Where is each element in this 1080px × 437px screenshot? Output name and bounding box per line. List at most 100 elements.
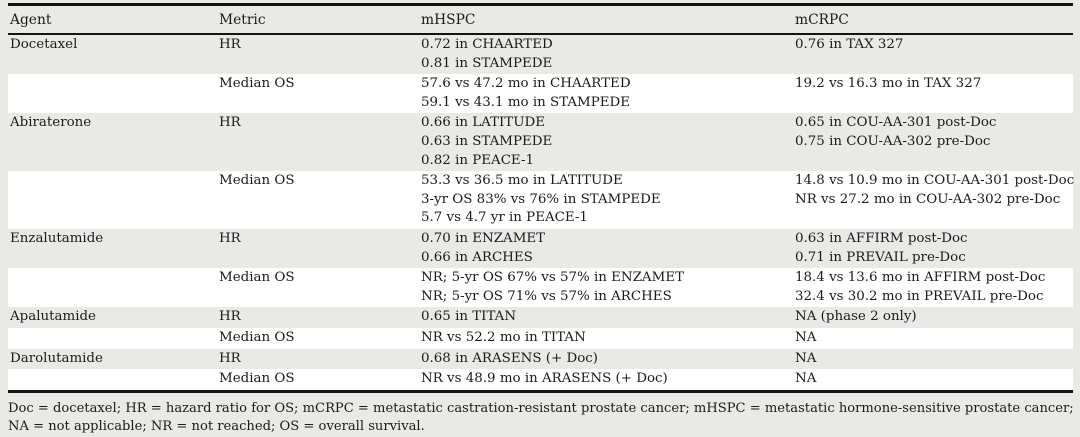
metric-cell: HR	[217, 229, 419, 268]
agent-comparison-table: Agent Metric mHSPC mCRPC Docetaxel HR 0.72…	[8, 3, 1075, 393]
cell-line: HR	[219, 309, 241, 325]
mcrpc-cell: 0.76 in TAX 327	[793, 34, 1073, 74]
cell-line: Median OS	[219, 270, 295, 286]
cell-line: Apalutamide	[10, 309, 96, 325]
agent-cell: Enzalutamide	[8, 229, 217, 268]
agent-cell	[8, 328, 217, 349]
cell-line: 18.4 vs 13.6 mo in AFFIRM post-Doc	[795, 270, 1046, 286]
cell-line: 0.76 in TAX 327	[795, 37, 904, 52]
mhspc-cell: 0.66 in LATITUDE 0.63 in STAMPEDE 0.82 in …	[419, 113, 793, 171]
cell-line: 14.8 vs 10.9 mo in COU-AA-301 post-Doc	[795, 173, 1075, 189]
cell-line: 0.75 in COU-AA-302 pre-Doc	[795, 133, 991, 149]
table-body: Docetaxel HR 0.72 in CHAARTED 0.81 in STAMP…	[8, 34, 1075, 392]
cell-line: 0.66 in LATITUDE	[421, 115, 546, 131]
cell-line: 0.66 in ARCHES	[421, 249, 533, 265]
mcrpc-cell: NA	[793, 349, 1073, 370]
mcrpc-cell: NA	[793, 328, 1073, 349]
cell-line: Abiraterone	[10, 115, 92, 131]
agent-cell: Apalutamide	[8, 307, 217, 328]
mhspc-cell: 0.65 in TITAN	[419, 307, 793, 328]
mhspc-cell: 0.68 in ARASENS (+ Doc)	[419, 349, 793, 370]
mcrpc-cell: 14.8 vs 10.9 mo in COU-AA-301 post-Doc NR…	[793, 171, 1075, 229]
cell-line: 0.65 in COU-AA-301 post-Doc	[795, 115, 997, 131]
table-row: Median OS NR; 5-yr OS 67% vs 57% in ENZAM…	[8, 268, 1073, 308]
cell-line: HR	[219, 350, 241, 366]
cell-line: Median OS	[219, 329, 295, 345]
cell-line: 19.2 vs 16.3 mo in TAX 327	[795, 76, 982, 92]
table-row: Median OS NR vs 52.2 mo in TITAN NA	[8, 327, 1073, 349]
cell-line: Enzalutamide	[10, 230, 104, 246]
cell-line: NA	[795, 371, 817, 387]
cell-line: 0.63 in STAMPEDE	[421, 133, 553, 149]
cell-line: 0.65 in TITAN	[421, 309, 517, 325]
cell-line: 0.82 in PEACE-1	[421, 152, 535, 168]
cell-line: NR vs 48.9 mo in ARASENS (+ Doc)	[421, 371, 668, 387]
mcrpc-cell: NA	[793, 369, 1073, 391]
mcrpc-cell: 18.4 vs 13.6 mo in AFFIRM post-Doc 32.4 v…	[793, 268, 1073, 307]
table-row: Median OS NR vs 48.9 mo in ARASENS (+ Doc…	[8, 369, 1073, 392]
cell-line: Docetaxel	[10, 37, 78, 52]
cell-line: NR vs 52.2 mo in TITAN	[421, 329, 586, 345]
agent-cell	[8, 171, 217, 229]
metric-cell: HR	[217, 349, 419, 370]
mhspc-cell: NR vs 52.2 mo in TITAN	[419, 328, 793, 349]
cell-line: HR	[219, 115, 241, 131]
column-header-mcrpc: mCRPC	[793, 4, 1073, 35]
column-header-agent: Agent	[8, 4, 217, 35]
mhspc-cell: NR; 5-yr OS 67% vs 57% in ENZAMET NR; 5-y…	[419, 268, 793, 307]
mhspc-cell: 57.6 vs 47.2 mo in CHAARTED 59.1 vs 43.1 …	[419, 74, 793, 113]
table-footnote: Doc = docetaxel; HR = hazard ratio for O…	[0, 393, 1080, 437]
cell-line: NR; 5-yr OS 67% vs 57% in ENZAMET	[421, 270, 685, 286]
cell-line: 0.71 in PREVAIL pre-Doc	[795, 249, 966, 265]
metric-cell: Median OS	[217, 268, 419, 307]
mhspc-cell: 53.3 vs 36.5 mo in LATITUDE 3-yr OS 83% v…	[419, 171, 793, 229]
agent-cell: Docetaxel	[8, 34, 217, 74]
column-header-mhspc: mHSPC	[419, 4, 793, 35]
cell-line: 57.6 vs 47.2 mo in CHAARTED	[421, 76, 631, 92]
cell-line: Darolutamide	[10, 350, 103, 366]
table-row: Darolutamide HR 0.68 in ARASENS (+ Doc) NA	[8, 349, 1073, 370]
cell-line: NA (phase 2 only)	[795, 309, 917, 325]
agent-cell: Darolutamide	[8, 349, 217, 370]
mhspc-cell: 0.72 in CHAARTED 0.81 in STAMPEDE	[419, 34, 793, 74]
column-header-metric: Metric	[217, 4, 419, 35]
cell-line: HR	[219, 230, 241, 246]
metric-cell: HR	[217, 34, 419, 74]
table-row: Enzalutamide HR 0.70 in ENZAMET 0.66 in ARC…	[8, 229, 1073, 268]
cell-line: HR	[219, 37, 241, 52]
footnote-line: Doc = docetaxel; HR = hazard ratio for O…	[8, 400, 1074, 416]
mcrpc-cell: 0.63 in AFFIRM post-Doc 0.71 in PREVAIL p…	[793, 229, 1073, 268]
cell-line: Median OS	[219, 173, 295, 189]
metric-cell: HR	[217, 113, 419, 171]
cell-line: 5.7 vs 4.7 yr in PEACE-1	[421, 210, 588, 226]
metric-cell: Median OS	[217, 369, 419, 391]
table-row: Abiraterone HR 0.66 in LATITUDE 0.63 in STA…	[8, 113, 1073, 171]
footnote-line: NA = not applicable; NR = not reached; O…	[8, 419, 425, 435]
cell-line: 0.63 in AFFIRM post-Doc	[795, 230, 968, 246]
mcrpc-cell: 19.2 vs 16.3 mo in TAX 327	[793, 74, 1073, 113]
table-row: Docetaxel HR 0.72 in CHAARTED 0.81 in STAMP…	[8, 34, 1073, 74]
agent-cell	[8, 369, 217, 391]
table-row: Median OS 57.6 vs 47.2 mo in CHAARTED 59.1…	[8, 74, 1073, 114]
cell-line: 0.81 in STAMPEDE	[421, 55, 553, 71]
cell-line: 53.3 vs 36.5 mo in LATITUDE	[421, 173, 623, 189]
table-row: Apalutamide HR 0.65 in TITAN NA (phase 2 on…	[8, 307, 1073, 328]
metric-cell: Median OS	[217, 171, 419, 229]
agent-cell	[8, 268, 217, 307]
comparison-table-container: Agent Metric mHSPC mCRPC Docetaxel HR 0.72…	[8, 3, 1075, 393]
table-row: Median OS 53.3 vs 36.5 mo in LATITUDE 3-yr…	[8, 171, 1075, 229]
metric-cell: Median OS	[217, 328, 419, 349]
agent-cell: Abiraterone	[8, 113, 217, 171]
mhspc-cell: 0.70 in ENZAMET 0.66 in ARCHES	[419, 229, 793, 268]
cell-line: 59.1 vs 43.1 mo in STAMPEDE	[421, 94, 631, 110]
cell-line: NR; 5-yr OS 71% vs 57% in ARCHES	[421, 288, 672, 304]
cell-line: 3-yr OS 83% vs 76% in STAMPEDE	[421, 191, 661, 207]
mhspc-cell: NR vs 48.9 mo in ARASENS (+ Doc)	[419, 369, 793, 391]
metric-cell: HR	[217, 307, 419, 328]
cell-line: 0.70 in ENZAMET	[421, 230, 546, 246]
cell-line: NA	[795, 329, 817, 345]
cell-line: Median OS	[219, 76, 295, 92]
agent-cell	[8, 74, 217, 113]
header-row: Agent Metric mHSPC mCRPC	[8, 4, 1073, 35]
cell-line: 0.72 in CHAARTED	[421, 37, 553, 52]
